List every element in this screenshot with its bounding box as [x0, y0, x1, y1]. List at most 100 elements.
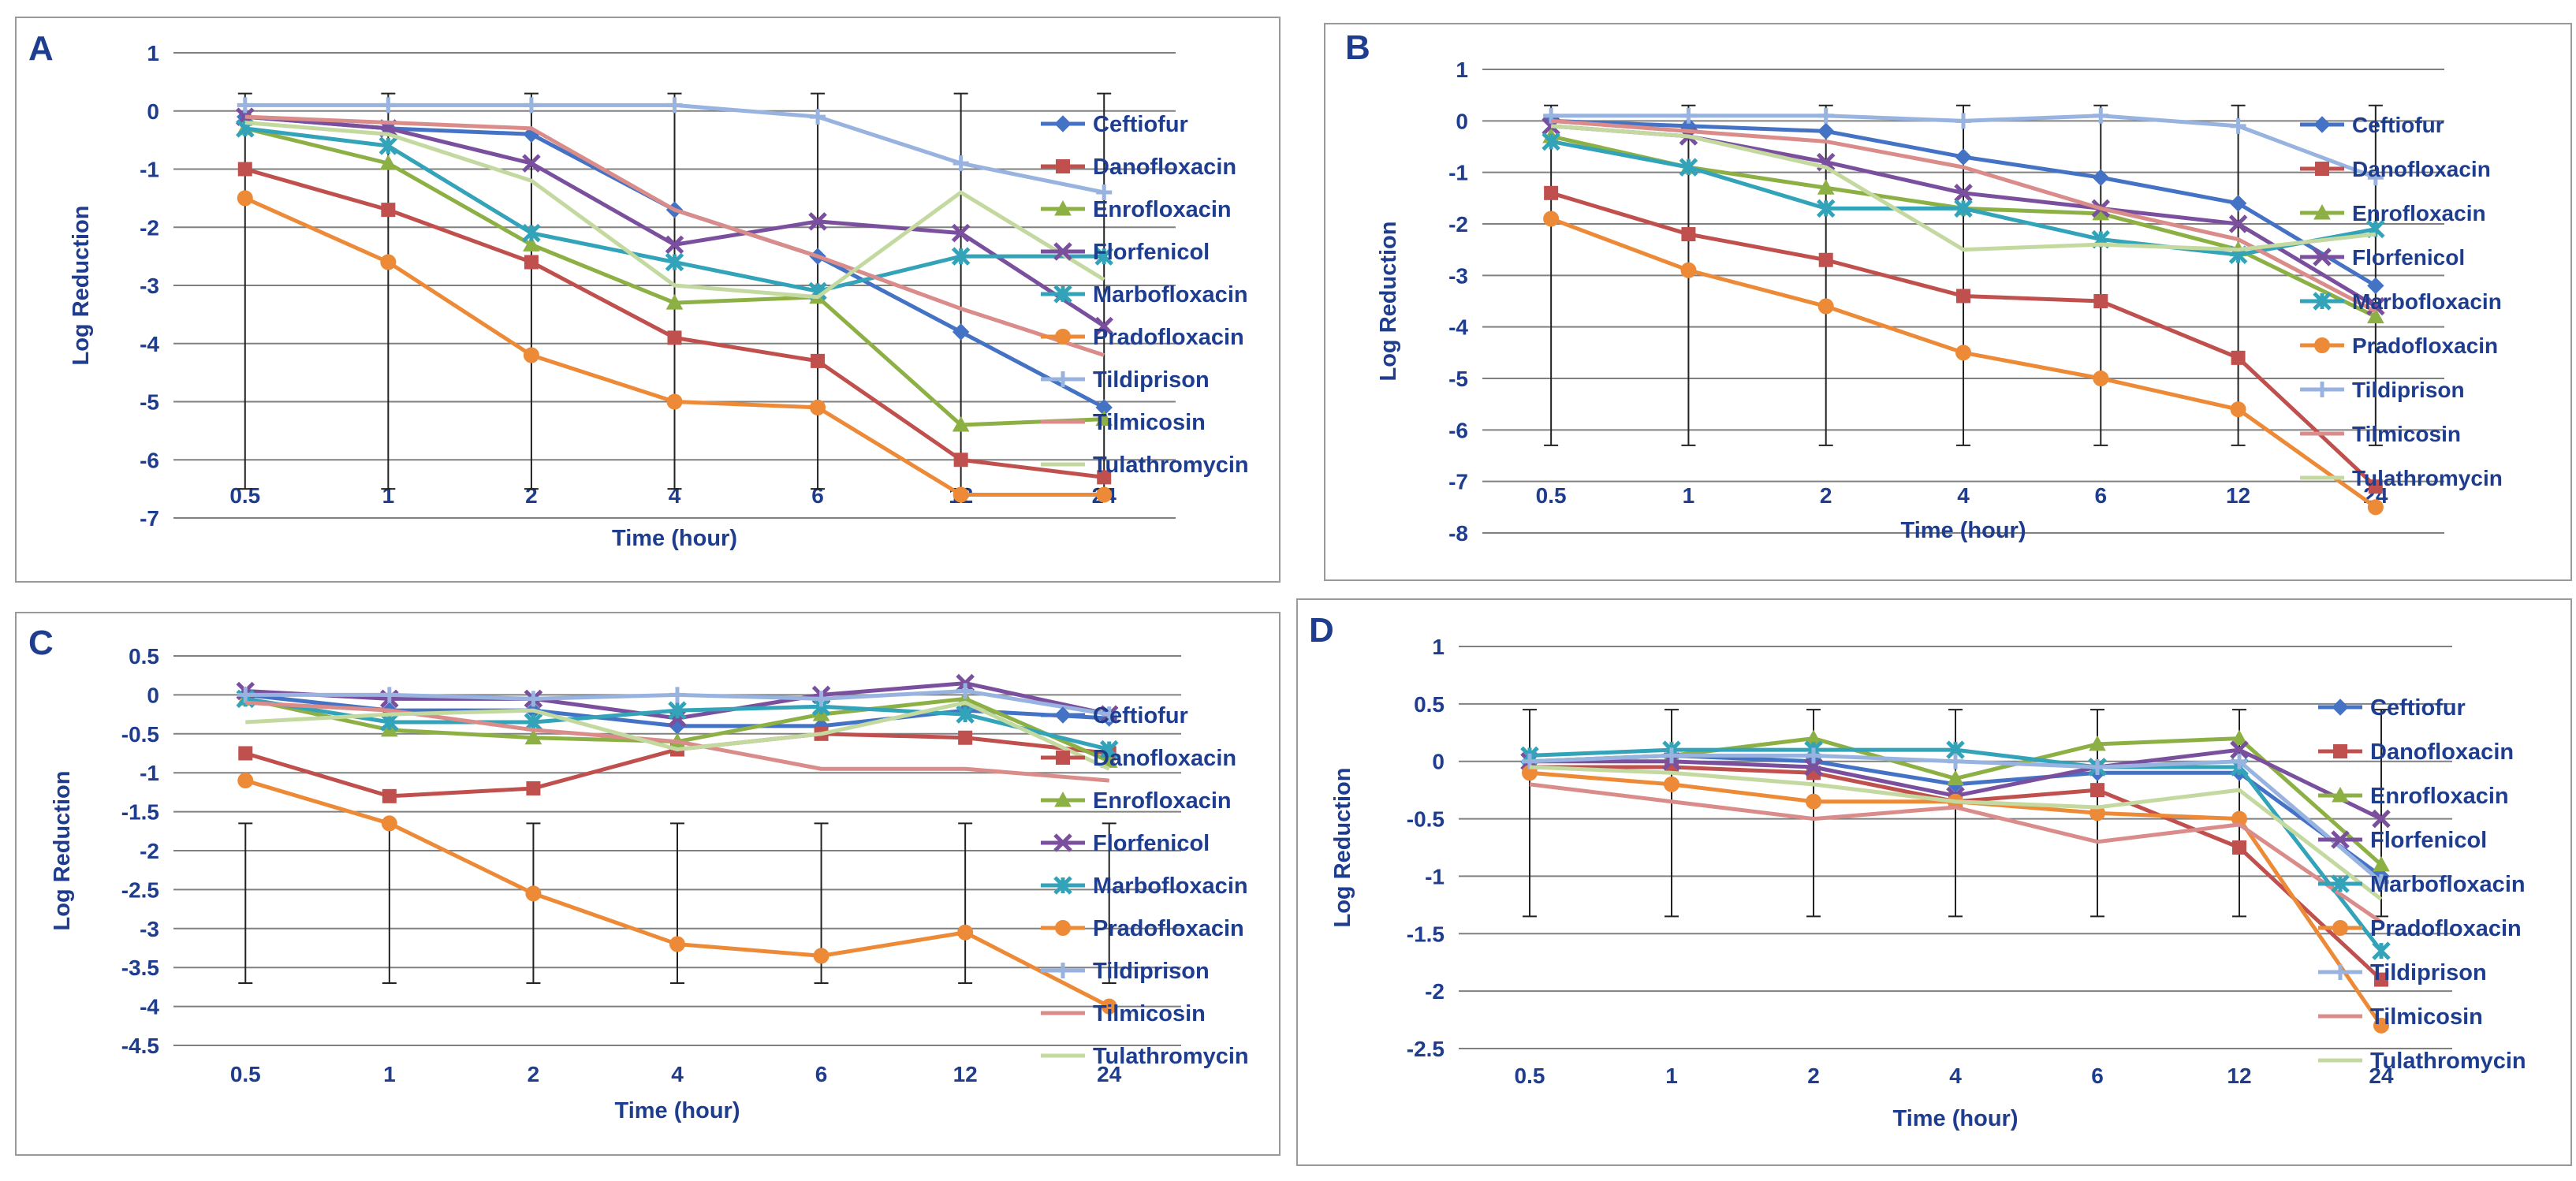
- data-point-tildiprison: [1522, 753, 1538, 769]
- data-point-ceftiofur: [1817, 122, 1835, 140]
- legend-label: Danofloxacin: [1093, 746, 1236, 771]
- data-point-ceftiofur: [1955, 148, 1972, 166]
- data-point-tildiprison: [1948, 753, 1963, 769]
- data-point-pradofloxacin: [2367, 499, 2384, 516]
- legend-label: Ceftiofur: [2352, 113, 2444, 137]
- y-tick-label: -2.5: [121, 877, 159, 902]
- data-point-tildiprison: [237, 687, 254, 703]
- series-tildiprison: [1543, 107, 2384, 186]
- legend-swatch-marker: [1054, 791, 1072, 807]
- x-tick-label: 1: [383, 1062, 396, 1086]
- x-tick-label: 0.5: [1515, 1064, 1545, 1088]
- data-point-tildiprison: [810, 109, 826, 125]
- legend: Ceftiofur Danofloxacin Enrofloxacin Florfen…: [2318, 695, 2526, 1074]
- data-point-pradofloxacin: [2230, 401, 2246, 418]
- data-point-tildiprison: [525, 691, 542, 707]
- legend-label: Tulathromycin: [2370, 1049, 2526, 1074]
- x-tick-label: 0.5: [230, 1062, 261, 1086]
- legend: Ceftiofur Danofloxacin Enrofloxacin Florfen…: [2300, 113, 2503, 490]
- x-tick-label: 0.5: [1536, 483, 1567, 508]
- legend-label: Florfenicol: [1093, 240, 1210, 265]
- legend-swatch-marker: [2333, 744, 2347, 758]
- data-point-tildiprison: [237, 97, 253, 114]
- y-tick-label: -2: [1425, 979, 1445, 1004]
- data-point-pradofloxacin: [381, 815, 397, 832]
- legend-label: Marbofloxacin: [2370, 872, 2526, 897]
- data-point-danofloxacin: [2231, 350, 2246, 365]
- series-line-tilmicosin: [244, 114, 1105, 357]
- legend-swatch-marker: [2332, 786, 2349, 803]
- data-point-pradofloxacin: [2093, 371, 2109, 386]
- data-point-marbofloxacin: [378, 136, 398, 155]
- legend-swatch-marker: [1055, 371, 1071, 387]
- legend-swatch-marker: [2331, 874, 2350, 893]
- data-point-pradofloxacin: [1543, 210, 1560, 227]
- data-point-tildiprison: [1955, 113, 1971, 129]
- legend-label: Florfenicol: [2370, 828, 2487, 853]
- x-tick-label: 24: [1097, 1062, 1122, 1086]
- series-ceftiofur: [1542, 112, 2384, 295]
- y-axis-label: Log Reduction: [1330, 768, 1355, 928]
- data-point-pradofloxacin: [813, 948, 829, 964]
- data-point-danofloxacin: [1544, 185, 1559, 200]
- y-tick-label: -2: [1448, 212, 1468, 237]
- y-tick-label: -1.5: [1407, 922, 1445, 946]
- data-point-pradofloxacin: [1680, 262, 1697, 278]
- data-point-danofloxacin: [381, 203, 396, 218]
- series-pradofloxacin: [1543, 210, 2384, 516]
- data-point-enrofloxacin: [2373, 855, 2390, 872]
- data-point-tildiprison: [2373, 874, 2389, 890]
- x-axis-label: Time (hour): [1901, 518, 2026, 543]
- legend-label: Pradofloxacin: [1093, 916, 1244, 941]
- data-point-ceftiofur: [2229, 195, 2247, 212]
- x-tick-label: 12: [2226, 483, 2250, 508]
- legend-label: Ceftiofur: [1093, 112, 1188, 137]
- legend-label: Florfenicol: [2352, 245, 2465, 270]
- y-tick-label: -5: [140, 390, 159, 415]
- legend-label: Ceftiofur: [1093, 703, 1188, 728]
- x-tick-label: 12: [2227, 1064, 2251, 1088]
- panel-c: C 0.50-0.5-1-1.5-2-2.5-3-3.5-4-4.50.5 1 2 4 6…: [15, 612, 1281, 1156]
- y-tick-label: 0.5: [129, 644, 159, 669]
- panel-frame: [1324, 23, 2572, 581]
- y-tick-label: -4: [1448, 315, 1468, 340]
- data-point-danofloxacin: [382, 788, 397, 803]
- data-point-tildiprison: [1806, 747, 1821, 764]
- y-axis-label: Log Reduction: [69, 206, 94, 366]
- data-point-marbofloxacin: [1816, 199, 1836, 218]
- data-point-danofloxacin: [2090, 783, 2104, 798]
- data-point-enrofloxacin: [379, 155, 397, 170]
- y-tick-label: -1: [1448, 161, 1468, 185]
- data-point-pradofloxacin: [957, 924, 974, 941]
- data-point-danofloxacin: [1097, 470, 1112, 485]
- data-point-pradofloxacin: [1664, 776, 1679, 792]
- legend-swatch-marker: [1056, 751, 1070, 765]
- data-point-florfenicol: [2228, 214, 2248, 233]
- panel-label: A: [28, 29, 54, 68]
- data-point-tildiprison: [669, 687, 685, 703]
- x-tick-label: 1: [1665, 1064, 1678, 1088]
- legend-swatch-marker: [2314, 337, 2330, 353]
- legend-swatch-marker: [2332, 964, 2348, 980]
- x-axis-label: Time (hour): [612, 526, 737, 551]
- data-point-ceftiofur: [952, 323, 970, 341]
- data-point-tildiprison: [1101, 706, 1117, 723]
- data-point-florfenicol: [2372, 809, 2391, 829]
- legend-swatch-marker: [2313, 203, 2331, 220]
- data-point-florfenicol: [1094, 316, 1113, 336]
- y-axis-label: Log Reduction: [1376, 222, 1401, 382]
- data-point-danofloxacin: [1818, 252, 1833, 267]
- legend-swatch-marker: [1056, 159, 1070, 173]
- legend: Ceftiofur Danofloxacin Enrofloxacin Florfen…: [1041, 112, 1249, 478]
- series-tilmicosin: [1550, 118, 2377, 314]
- legend-label: Tildiprison: [2370, 960, 2487, 985]
- y-tick-label: 1: [147, 41, 159, 65]
- data-point-danofloxacin: [526, 781, 541, 795]
- x-axis-label: Time (hour): [615, 1098, 740, 1123]
- data-point-marbofloxacin: [951, 247, 971, 266]
- legend-label: Marbofloxacin: [1093, 874, 1248, 899]
- data-point-tildiprison: [380, 97, 397, 114]
- legend-label: Tilmicosin: [1093, 410, 1206, 435]
- y-tick-label: 1: [1432, 635, 1445, 659]
